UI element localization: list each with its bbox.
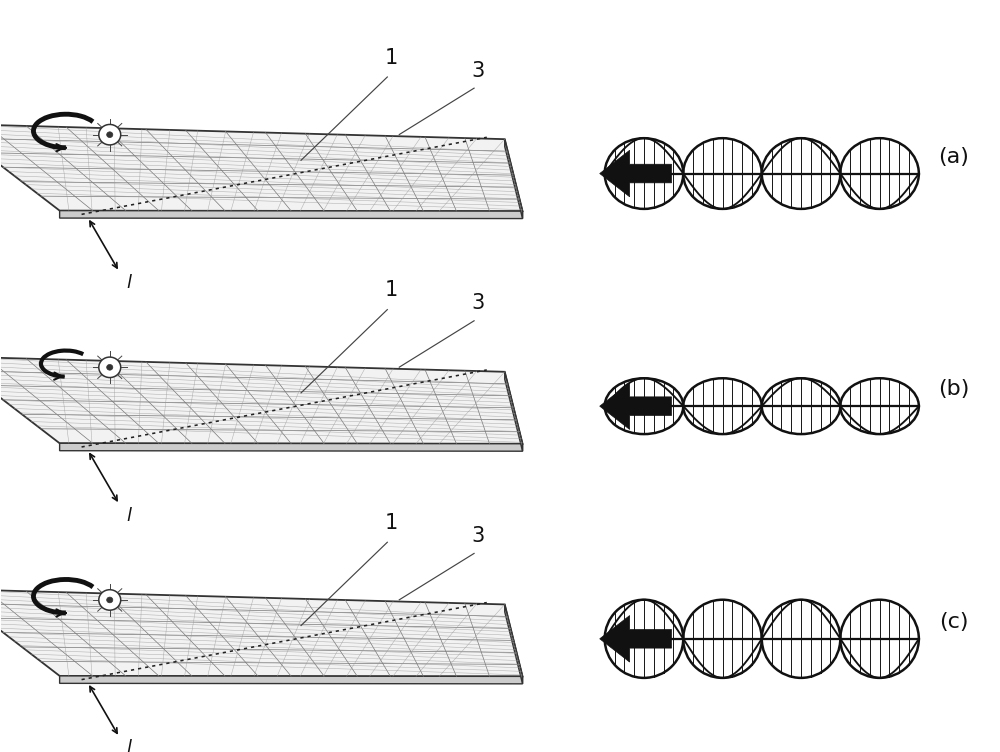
Circle shape [107, 132, 113, 138]
Text: $3$: $3$ [471, 61, 485, 80]
Circle shape [107, 597, 113, 603]
Polygon shape [0, 356, 523, 444]
Polygon shape [0, 589, 523, 676]
Text: $3$: $3$ [471, 293, 485, 314]
Circle shape [107, 365, 113, 370]
Circle shape [99, 357, 121, 378]
Text: $l$: $l$ [126, 739, 133, 752]
Circle shape [99, 124, 121, 145]
Text: (a): (a) [938, 147, 969, 167]
Text: (b): (b) [938, 380, 969, 399]
Polygon shape [60, 676, 523, 684]
Polygon shape [60, 211, 523, 219]
Polygon shape [600, 616, 672, 662]
Text: $1$: $1$ [384, 513, 397, 533]
Polygon shape [505, 371, 523, 451]
Circle shape [99, 590, 121, 610]
Polygon shape [60, 443, 523, 451]
Text: $3$: $3$ [471, 526, 485, 546]
Polygon shape [600, 150, 672, 197]
Text: $l$: $l$ [126, 507, 133, 525]
Polygon shape [0, 124, 523, 211]
Polygon shape [505, 605, 523, 684]
Text: $1$: $1$ [384, 280, 397, 300]
Polygon shape [505, 139, 523, 219]
Text: $1$: $1$ [384, 47, 397, 68]
Text: $l$: $l$ [126, 274, 133, 292]
Text: (c): (c) [939, 612, 968, 632]
Polygon shape [600, 383, 672, 429]
